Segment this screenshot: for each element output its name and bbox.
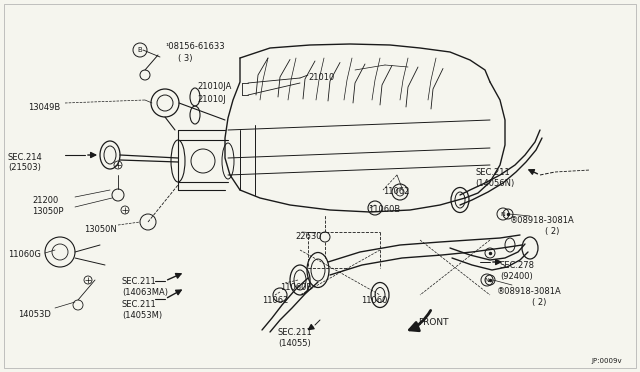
Text: SEC.211: SEC.211 (475, 168, 509, 177)
Text: N: N (500, 212, 506, 217)
Text: SEC.211: SEC.211 (122, 300, 157, 309)
Text: 21010JA: 21010JA (197, 82, 232, 91)
Text: 11060G: 11060G (8, 250, 41, 259)
Text: 13050P: 13050P (32, 207, 63, 216)
Text: ®08918-3081A: ®08918-3081A (510, 216, 575, 225)
Text: (21503): (21503) (8, 163, 41, 172)
Text: 21200: 21200 (32, 196, 58, 205)
Text: 14053D: 14053D (18, 310, 51, 319)
Text: JP:0009v: JP:0009v (591, 358, 621, 364)
Text: 11060: 11060 (361, 296, 387, 305)
Text: (14053M): (14053M) (122, 311, 162, 320)
Text: FRONT: FRONT (418, 318, 449, 327)
Text: 13050N: 13050N (84, 225, 116, 234)
Text: (14056N): (14056N) (475, 179, 515, 188)
Text: 13049B: 13049B (28, 103, 60, 112)
Text: N: N (484, 278, 490, 282)
Text: 11062: 11062 (383, 187, 410, 196)
Text: 11062: 11062 (262, 296, 289, 305)
Text: SEC.211: SEC.211 (278, 328, 313, 337)
Text: ¹08156-61633: ¹08156-61633 (165, 42, 225, 51)
Text: 21010: 21010 (308, 73, 334, 82)
Text: SEC.214: SEC.214 (8, 153, 43, 162)
Text: B: B (138, 47, 142, 53)
Text: 22630: 22630 (295, 232, 321, 241)
Text: SEC.278: SEC.278 (500, 261, 535, 270)
Text: ( 2): ( 2) (532, 298, 547, 307)
Text: 21010J: 21010J (197, 95, 226, 104)
Text: ®08918-3081A: ®08918-3081A (497, 287, 562, 296)
Text: (92400): (92400) (500, 272, 532, 281)
Text: (14055): (14055) (278, 339, 311, 348)
Text: ( 3): ( 3) (178, 54, 193, 63)
Text: (14063MA): (14063MA) (122, 288, 168, 297)
Text: 11060B: 11060B (368, 205, 400, 214)
Text: 11060B: 11060B (280, 283, 312, 292)
Text: SEC.211: SEC.211 (122, 277, 157, 286)
Text: ( 2): ( 2) (545, 227, 559, 236)
